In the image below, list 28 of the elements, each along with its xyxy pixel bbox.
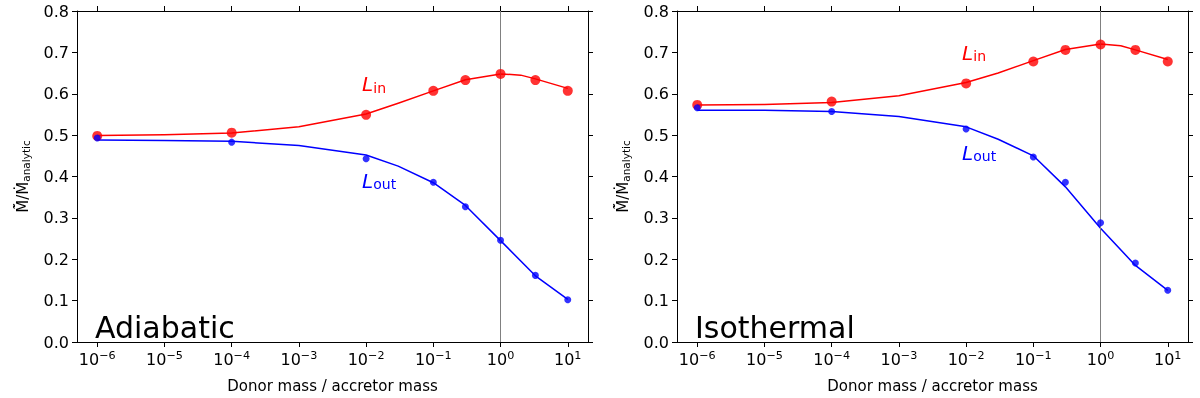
y-tick-label: 0.2 [43,249,69,269]
y-tick-label: 0.7 [643,42,669,62]
y-tick-label: 0.4 [643,167,669,186]
y-tick-label: 0.6 [643,84,669,104]
y-tick-label: 0.6 [43,84,69,104]
annotation: Adiabatic [95,309,235,345]
y-tick-label: 0.7 [43,42,69,62]
y-axis-title: M̃̇/Ṁanalytic [12,140,32,213]
series-label: Lin [362,72,387,97]
y-tick-label: 0.5 [43,125,69,145]
y-tick-label: 0.3 [643,208,669,228]
series-label: Lout [362,168,397,193]
series-label: Lin [962,40,987,65]
series-label: Lout [962,140,997,165]
y-tick-label: 0.5 [643,125,669,145]
x-axis-title: Donor mass / accretor mass [827,376,1038,395]
y-tick-label: 0.8 [643,1,669,21]
y-tick-label: 0.4 [43,167,69,186]
y-axis-title: M̃̇/Ṁanalytic [612,140,632,213]
x-axis-title: Donor mass / accretor mass [227,376,438,395]
y-tick-label: 0.0 [43,332,69,352]
y-tick-label: 0.3 [43,208,69,228]
annotation: Isothermal [695,309,855,345]
y-tick-label: 0.2 [643,249,669,269]
y-tick-label: 0.1 [43,291,69,311]
y-tick-label: 0.8 [43,1,69,21]
y-tick-label: 0.0 [643,332,669,352]
y-tick-label: 0.1 [643,291,669,311]
